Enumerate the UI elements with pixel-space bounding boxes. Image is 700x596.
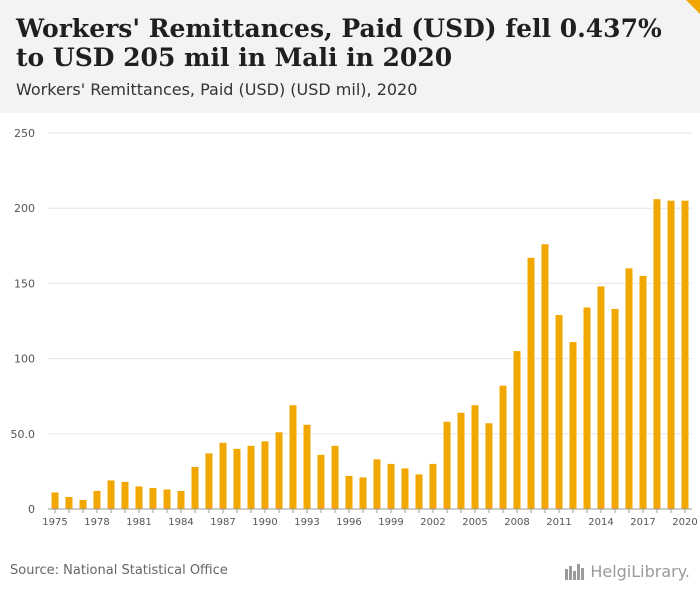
x-tick-label: 1990 [252,517,277,528]
y-tick-label: 0 [28,503,35,516]
x-tick-label: 1981 [126,517,151,528]
bar-1985 [191,466,199,509]
bar-1998 [373,459,381,509]
bar-2019 [667,200,675,509]
chart-title: Workers' Remittances, Paid (USD) fell 0.… [16,14,662,72]
bar-2014 [597,286,605,509]
bar-2013 [583,307,591,509]
bar-2016 [625,268,633,509]
x-tick-label: 1999 [378,517,403,528]
x-tick-label: 2011 [546,517,571,528]
bar-1996 [345,475,353,509]
bar-2018 [653,199,661,509]
bar-1980 [121,481,129,509]
bar-2015 [611,308,619,509]
bar-1986 [205,453,213,509]
chart-header: Workers' Remittances, Paid (USD) fell 0.… [0,0,700,113]
x-tick-label: 1978 [84,517,109,528]
bar-1994 [317,454,325,509]
bar-2020 [681,200,689,509]
bar-1975 [51,492,59,509]
x-tick-label: 1984 [168,517,193,528]
x-tick-label: 1975 [42,517,67,528]
bar-2000 [401,468,409,509]
bar-2006 [485,423,493,509]
chart-subtitle: Workers' Remittances, Paid (USD) (USD mi… [16,80,418,99]
y-tick-label: 200 [14,202,35,215]
bar-2002 [429,463,437,509]
bar-2003 [443,421,451,509]
x-tick-label: 2014 [588,517,613,528]
bar-1999 [387,463,395,509]
bar-1991 [275,432,283,509]
bar-1982 [149,487,157,509]
bar-1977 [79,499,87,509]
bar-1981 [135,486,143,509]
library-icon [565,563,585,580]
x-tick-label: 1993 [294,517,319,528]
bar-2005 [471,405,479,509]
y-tick-label: 250 [14,127,35,140]
x-tick-label: 2002 [420,517,445,528]
bar-1979 [107,480,115,509]
x-tick-label: 2005 [462,517,487,528]
x-tick-label: 2020 [672,517,697,528]
helgi-library-logo: HelgiLibrary. [564,562,690,581]
y-tick-label: 50.0 [11,428,36,441]
bar-1988 [233,448,241,509]
bar-1978 [93,490,101,509]
logo-text: HelgiLibrary. [590,562,690,581]
bars [51,199,689,509]
bar-1990 [261,441,269,509]
bar-2007 [499,385,507,509]
x-tick-label: 1987 [210,517,235,528]
x-axis-ticks: 1975 1978 1981 1984 1987 1990 1993 1996 1999 2002… [42,509,698,528]
bar-2010 [541,244,549,509]
grid-lines [48,132,692,435]
y-tick-label: 100 [14,353,35,366]
bar-1997 [359,477,367,509]
y-tick-label: 150 [14,277,35,290]
x-tick-label: 2008 [504,517,529,528]
bar-2011 [555,314,563,509]
bar-1983 [163,489,171,509]
bar-1987 [219,442,227,509]
bar-2001 [415,474,423,509]
x-tick-label: 2017 [630,517,655,528]
x-tick-label: 1996 [336,517,361,528]
bar-1989 [247,445,255,509]
bar-1995 [331,445,339,509]
bar-1993 [303,424,311,509]
bar-1976 [65,496,73,509]
bar-2017 [639,275,647,509]
bar-2004 [457,412,465,509]
bar-2009 [527,257,535,509]
bar-1992 [289,405,297,509]
bar-2008 [513,351,521,509]
corner-accent [686,0,700,14]
bar-1984 [177,490,185,509]
bar-2012 [569,342,577,509]
y-axis-ticks: 0 50.0 100 150 200 250 [11,127,36,516]
source-note: Source: National Statistical Office [10,563,228,578]
